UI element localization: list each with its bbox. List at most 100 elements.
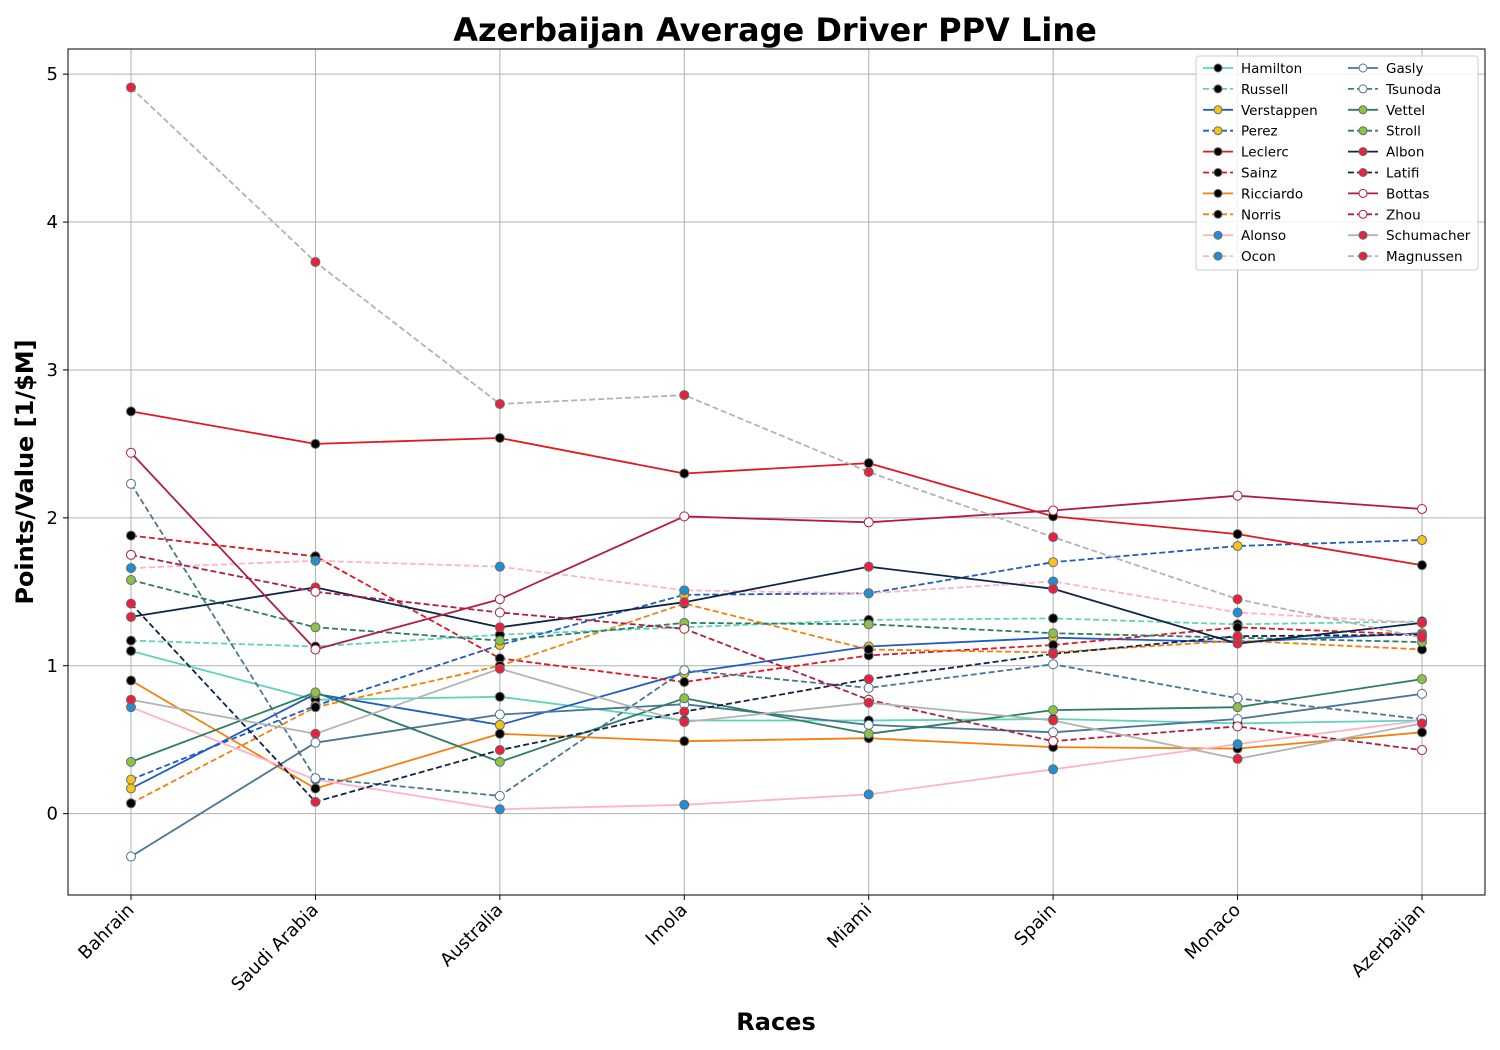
- data-point-magnussen: [310, 256, 321, 267]
- data-point-bottas: [310, 644, 321, 655]
- data-point-norris: [310, 702, 321, 713]
- data-point-ocon: [126, 563, 136, 574]
- legend-label-sainz: Sainz: [1241, 166, 1277, 182]
- data-point-vettel: [863, 728, 874, 739]
- data-point-vettel: [494, 756, 505, 767]
- legend-label-albon: Albon: [1386, 145, 1424, 161]
- data-point-latifi: [126, 598, 136, 609]
- legend-marker-hamilton: [1213, 63, 1223, 73]
- data-point-ricciardo: [1417, 727, 1427, 738]
- data-point-magnussen: [1417, 632, 1427, 643]
- data-point-schumacher: [310, 728, 321, 739]
- data-point-perez: [1232, 540, 1243, 551]
- data-point-bottas: [863, 517, 874, 528]
- data-point-hamilton: [494, 691, 505, 702]
- data-point-tsunoda: [1232, 693, 1243, 704]
- legend-label-stroll: Stroll: [1386, 124, 1421, 140]
- data-point-stroll: [494, 635, 505, 646]
- legend-marker-tsunoda: [1358, 84, 1368, 94]
- data-point-gasly: [310, 737, 321, 748]
- data-point-albon: [494, 622, 505, 633]
- data-point-russell: [1048, 613, 1059, 624]
- data-point-stroll: [126, 574, 136, 585]
- data-point-tsunoda: [126, 478, 136, 489]
- data-point-zhou: [126, 549, 136, 560]
- data-point-vettel: [310, 687, 321, 698]
- data-point-ricciardo: [310, 783, 321, 794]
- legend-label-latifi: Latifi: [1386, 166, 1419, 182]
- data-point-tsunoda: [494, 790, 505, 801]
- legend-label-gasly: Gasly: [1386, 61, 1424, 77]
- legend-label-magnussen: Magnussen: [1386, 249, 1463, 265]
- series-line-vettel: [130, 678, 1423, 763]
- series-line-stroll: [130, 579, 1423, 643]
- legend-marker-alonso: [1213, 230, 1223, 240]
- data-point-magnussen: [863, 467, 874, 477]
- data-point-sainz: [1232, 622, 1243, 633]
- data-point-alonso: [1232, 739, 1243, 750]
- data-point-zhou: [679, 623, 690, 634]
- data-point-albon: [863, 561, 874, 572]
- data-point-tsunoda: [1048, 659, 1059, 670]
- data-point-tsunoda: [310, 773, 321, 784]
- data-point-latifi: [1048, 648, 1059, 659]
- series-line-schumacher: [130, 667, 1423, 760]
- data-point-bottas: [1048, 505, 1059, 516]
- series-line-zhou: [130, 553, 1423, 751]
- data-point-leclerc: [679, 468, 690, 479]
- data-point-albon: [1417, 617, 1427, 628]
- data-point-leclerc: [126, 406, 136, 417]
- legend-label-vettel: Vettel: [1386, 103, 1425, 119]
- data-point-perez: [1048, 557, 1059, 568]
- data-point-magnussen: [126, 82, 136, 93]
- data-point-ocon: [863, 588, 874, 599]
- data-point-hamilton: [126, 645, 136, 656]
- data-point-alonso: [494, 804, 505, 815]
- data-point-verstappen: [494, 719, 505, 730]
- series-line-russell: [130, 617, 1423, 648]
- y-tick-label: 0: [47, 804, 58, 825]
- series-line-gasly: [130, 693, 1423, 858]
- data-point-magnussen: [1048, 532, 1059, 543]
- data-point-vettel: [1232, 702, 1243, 713]
- data-point-alonso: [679, 799, 690, 810]
- legend-label-alonso: Alonso: [1241, 228, 1286, 244]
- data-point-leclerc: [310, 438, 321, 449]
- legend-label-verstappen: Verstappen: [1241, 103, 1318, 119]
- data-point-latifi: [310, 796, 321, 807]
- legend-marker-latifi: [1358, 168, 1368, 177]
- legend-marker-ocon: [1213, 251, 1223, 261]
- data-point-gasly: [126, 851, 136, 862]
- data-point-latifi: [494, 745, 505, 756]
- data-point-schumacher: [863, 697, 874, 708]
- x-tick-label: Miami: [823, 900, 876, 953]
- legend-label-bottas: Bottas: [1386, 186, 1429, 202]
- data-point-tsunoda: [863, 682, 874, 693]
- data-point-sainz: [679, 677, 690, 688]
- legend-marker-bottas: [1358, 188, 1368, 198]
- legend-marker-magnussen: [1358, 251, 1368, 261]
- data-point-schumacher: [126, 694, 136, 705]
- data-point-alonso: [863, 789, 874, 800]
- series-line-bottas: [130, 452, 1423, 651]
- data-point-vettel: [679, 693, 690, 704]
- data-point-ocon: [679, 585, 690, 596]
- data-point-perez: [1417, 535, 1427, 546]
- legend: Hamilton Russell Verstappen Perez Leclerc Sai…: [1195, 55, 1479, 271]
- data-point-gasly: [1417, 688, 1427, 699]
- x-tick-label: Bahrain: [74, 900, 138, 964]
- legend-label-leclerc: Leclerc: [1241, 145, 1289, 161]
- data-point-vettel: [1417, 674, 1427, 685]
- data-point-leclerc: [1232, 529, 1243, 540]
- legend-label-tsunoda: Tsunoda: [1385, 82, 1441, 98]
- data-point-russell: [126, 635, 136, 646]
- y-tick-label: 4: [47, 212, 58, 233]
- data-point-ricciardo: [679, 736, 690, 747]
- data-point-tsunoda: [679, 665, 690, 676]
- data-point-verstappen: [126, 783, 136, 794]
- data-point-albon: [1048, 583, 1059, 594]
- series-line-magnussen: [130, 86, 1423, 639]
- data-point-magnussen: [679, 390, 690, 401]
- data-point-zhou: [1232, 721, 1243, 732]
